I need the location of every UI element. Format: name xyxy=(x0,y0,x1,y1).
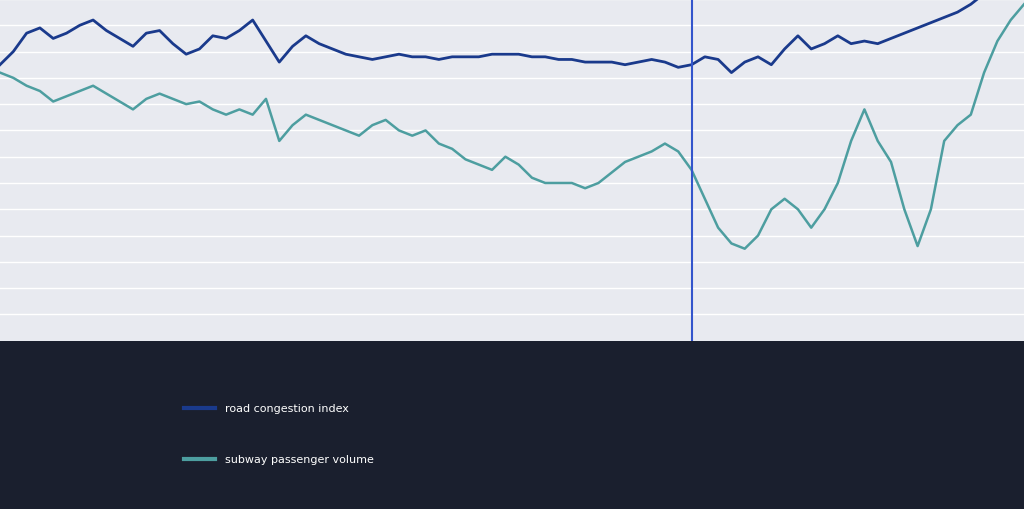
Text: subway passenger volume: subway passenger volume xyxy=(225,454,374,464)
Text: road congestion index: road congestion index xyxy=(225,403,349,413)
